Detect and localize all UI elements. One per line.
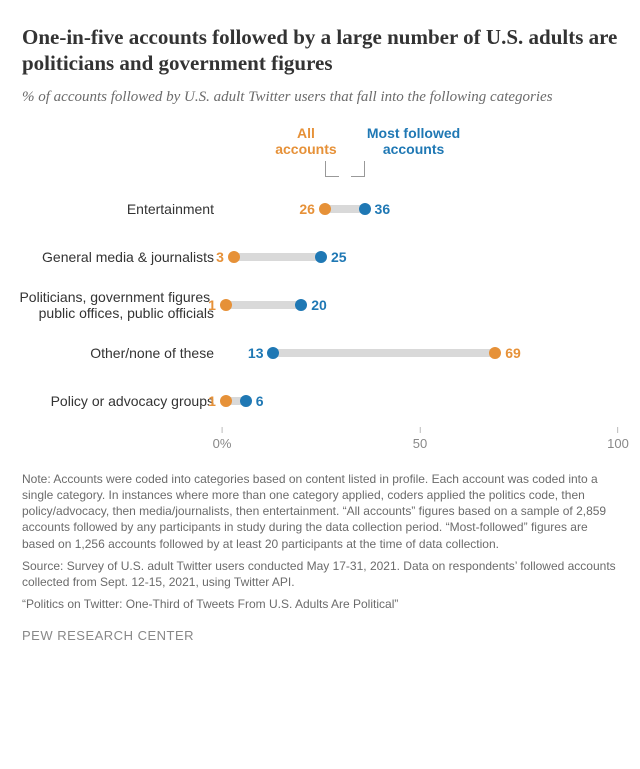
dot-range-chart: Allaccounts Most followedaccounts Entert… <box>22 125 618 465</box>
axis-tick: 100 <box>607 427 629 451</box>
value-most-followed: 20 <box>311 297 327 313</box>
chart-row: Politicians, government figures, public … <box>222 283 618 327</box>
chart-row: General media & journalists325 <box>222 235 618 279</box>
value-most-followed: 13 <box>248 345 264 361</box>
value-all-accounts: 1 <box>208 297 216 313</box>
legend-most-followed: Most followedaccounts <box>359 125 469 157</box>
x-axis: 0%50100 <box>222 427 618 457</box>
legend-connector-line <box>325 161 339 177</box>
chart-row: Entertainment2636 <box>222 187 618 231</box>
chart-note: Note: Accounts were coded into categorie… <box>22 471 618 552</box>
dot-most-followed <box>295 299 307 311</box>
tick-mark <box>221 427 222 433</box>
chart-row: Policy or advocacy groups16 <box>222 379 618 423</box>
range-connector <box>273 349 495 357</box>
footer-attribution: PEW RESEARCH CENTER <box>22 628 618 643</box>
value-most-followed: 25 <box>331 249 347 265</box>
range-connector <box>234 253 321 261</box>
legend: Allaccounts Most followedaccounts <box>22 125 618 187</box>
dot-most-followed <box>315 251 327 263</box>
dot-most-followed <box>359 203 371 215</box>
value-all-accounts: 69 <box>505 345 521 361</box>
dot-all-accounts <box>319 203 331 215</box>
range-connector <box>226 301 301 309</box>
row-label: Other/none of these <box>18 345 214 361</box>
row-label: General media & journalists <box>18 249 214 265</box>
value-all-accounts: 1 <box>208 393 216 409</box>
row-label: Entertainment <box>18 201 214 217</box>
chart-row: Other/none of these6913 <box>222 331 618 375</box>
dot-most-followed <box>240 395 252 407</box>
chart-report-title: “Politics on Twitter: One-Third of Tweet… <box>22 596 618 612</box>
tick-label: 50 <box>413 436 427 451</box>
dot-all-accounts <box>228 251 240 263</box>
value-most-followed: 36 <box>375 201 391 217</box>
dot-all-accounts <box>489 347 501 359</box>
value-all-accounts: 3 <box>216 249 224 265</box>
dot-most-followed <box>267 347 279 359</box>
plot-area: Entertainment2636General media & journal… <box>222 187 618 427</box>
chart-subtitle: % of accounts followed by U.S. adult Twi… <box>22 87 618 107</box>
row-label: Politicians, government figures, public … <box>18 289 214 321</box>
axis-tick: 50 <box>413 427 427 451</box>
value-most-followed: 6 <box>256 393 264 409</box>
tick-label: 0% <box>213 436 232 451</box>
tick-mark <box>420 427 421 433</box>
dot-all-accounts <box>220 299 232 311</box>
tick-mark <box>617 427 618 433</box>
axis-tick: 0% <box>213 427 232 451</box>
legend-all-accounts: Allaccounts <box>270 125 342 157</box>
legend-connector-line <box>351 161 365 177</box>
chart-title: One-in-five accounts followed by a large… <box>22 24 618 77</box>
tick-label: 100 <box>607 436 629 451</box>
row-label: Policy or advocacy groups <box>18 393 214 409</box>
dot-all-accounts <box>220 395 232 407</box>
value-all-accounts: 26 <box>299 201 315 217</box>
chart-source: Source: Survey of U.S. adult Twitter use… <box>22 558 618 590</box>
